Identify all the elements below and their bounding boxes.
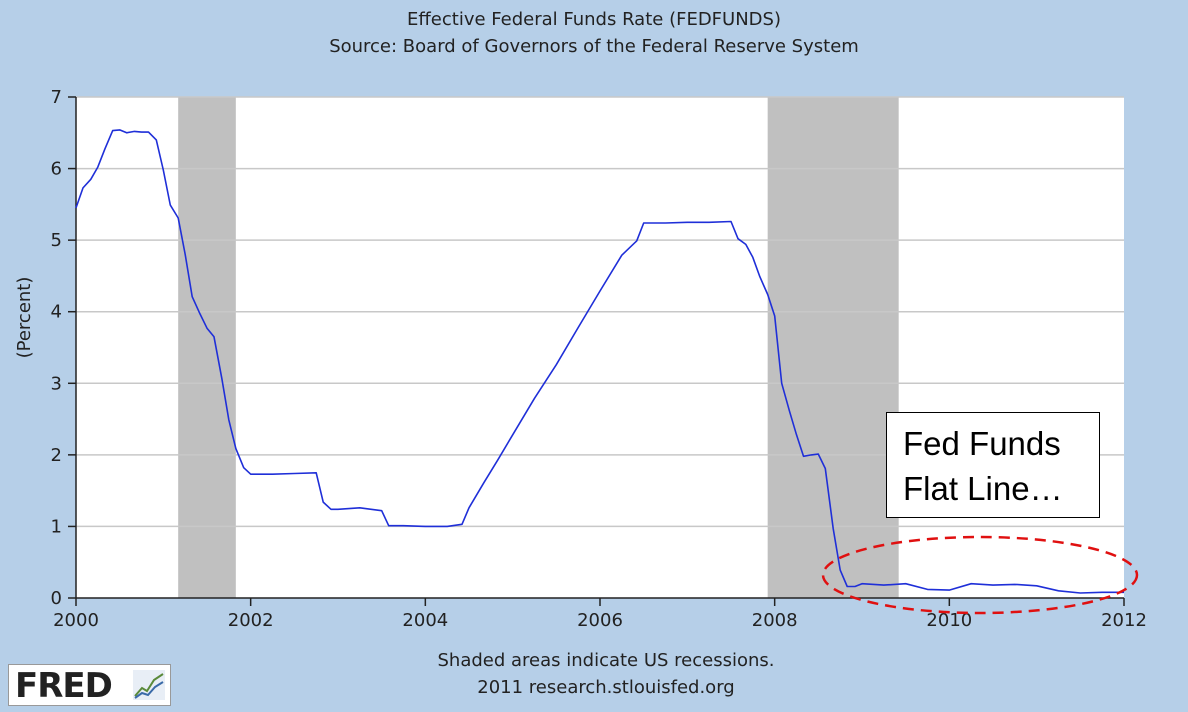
tick-label-y-4: 4 [51,302,62,323]
series-line-1 [75,129,1124,594]
tick-label-x-2010: 2010 [926,610,972,631]
annotation-ellipse [821,535,1139,615]
tick-label-x-2012: 2012 [1101,610,1147,631]
tick-label-y-6: 6 [51,159,62,180]
line-chart-icon [133,670,165,700]
chart-title: Effective Federal Funds Rate (FEDFUNDS) [407,9,781,30]
tick-label-x-2006: 2006 [577,610,623,631]
tick-label-y-1: 1 [51,516,62,537]
recession-band-2 [767,97,899,598]
tick-label-x-2004: 2004 [402,610,448,631]
tick-label-x-2000: 2000 [53,610,99,631]
tick-label-y-3: 3 [51,373,62,394]
y-axis-label: (Percent) [14,277,35,359]
fred-logo-text: FRED [15,666,113,706]
source-footnote: 2011 research.stlouisfed.org [477,677,735,698]
tick-label-y-5: 5 [51,230,62,251]
annotation-box: Fed Funds Flat Line… [886,412,1100,518]
chart-subtitle: Source: Board of Governors of the Federa… [329,36,859,57]
tick-label-y-0: 0 [51,588,62,609]
tick-label-y-7: 7 [51,87,62,108]
tick-label-x-2008: 2008 [752,610,798,631]
annotation-line-1: Fed Funds [903,425,1061,462]
tick-label-y-2: 2 [51,445,62,466]
annotation-line-2: Flat Line… [903,470,1063,507]
recession-footnote: Shaded areas indicate US recessions. [437,650,775,671]
recession-band-1 [178,97,236,598]
tick-label-x-2002: 2002 [228,610,274,631]
fred-logo: FRED [8,664,171,706]
